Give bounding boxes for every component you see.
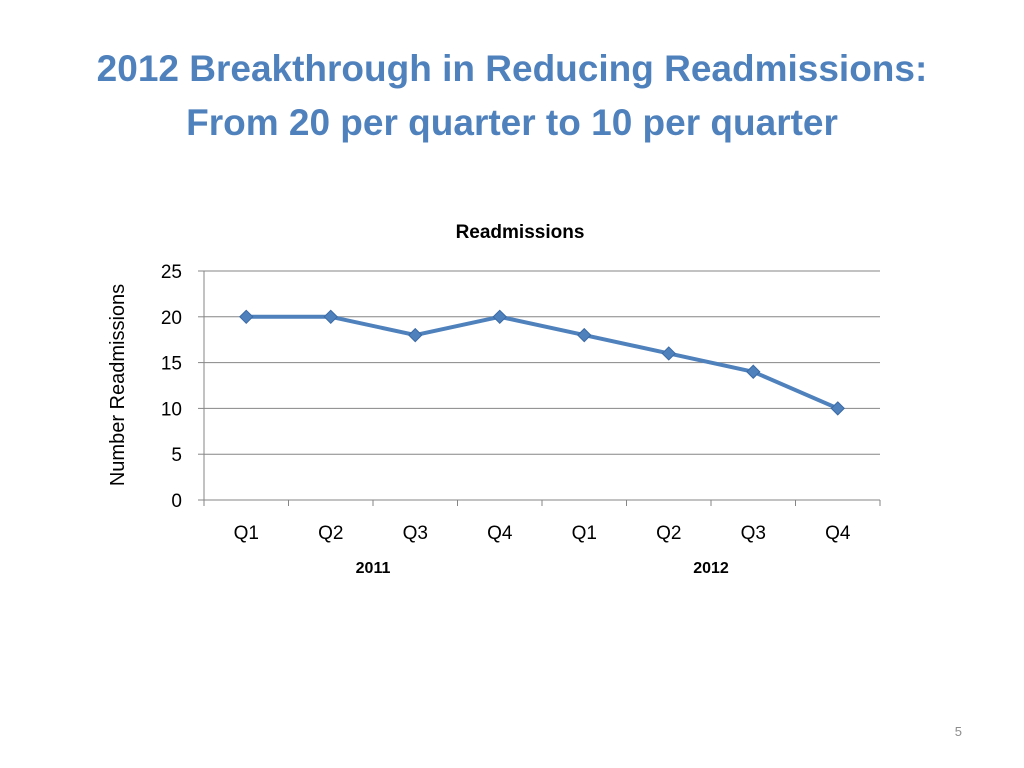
data-point-6 [746, 364, 761, 379]
x-group-label-1: 2012 [693, 560, 729, 577]
data-point-7 [830, 401, 845, 416]
data-point-1 [323, 309, 338, 325]
y-tick-label-0: 0 [171, 491, 182, 512]
page-number: 5 [954, 724, 962, 739]
x-tick-label-4: Q1 [572, 523, 597, 544]
chart-title: Readmissions [456, 222, 585, 243]
data-point-4 [577, 327, 592, 343]
slide-title: 2012 Breakthrough in Reducing Readmissio… [0, 42, 1024, 150]
gridlines [204, 270, 880, 455]
x-tick-label-3: Q4 [487, 523, 513, 544]
y-tick-label-20: 20 [161, 308, 182, 329]
y-tick-label-5: 5 [171, 445, 182, 466]
data-point-5 [661, 346, 676, 361]
x-tick-label-7: Q4 [825, 523, 851, 544]
series-line-0 [244, 314, 840, 411]
series-readmissions [239, 309, 845, 416]
x-group-label-0: 2011 [356, 560, 391, 577]
x-tick-label-2: Q3 [403, 523, 428, 544]
y-tick-label-15: 15 [161, 354, 182, 375]
data-point-3 [492, 309, 507, 325]
x-tick-label-5: Q2 [656, 523, 681, 544]
y-axis-title: Number Readmissions [107, 284, 129, 486]
slide-title-line-1: 2012 Breakthrough in Reducing Readmissio… [96, 48, 928, 89]
x-tick-label-1: Q2 [318, 523, 343, 544]
x-tick-label-0: Q1 [234, 523, 259, 544]
y-tick-label-10: 10 [161, 399, 182, 420]
axes [198, 270, 881, 506]
y-tick-label-25: 25 [161, 262, 182, 283]
data-point-0 [239, 309, 254, 325]
slide-title-line-2: From 20 per quarter to 10 per quarter [186, 102, 838, 143]
data-point-2 [408, 327, 423, 343]
x-tick-label-6: Q3 [741, 523, 766, 544]
tick-labels: 0 5 10 15 20 25 Q1 Q2 Q3 Q4 Q1 Q2 Q3 Q4 2011 2012 [161, 262, 851, 577]
